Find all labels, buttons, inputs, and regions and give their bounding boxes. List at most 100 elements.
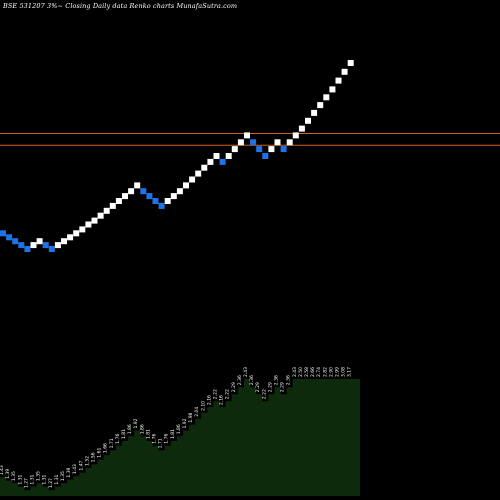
renko-brick-up <box>109 202 116 209</box>
volume-label: 2.29 <box>255 382 261 392</box>
renko-brick-up <box>103 207 110 214</box>
volume-label: 1.35 <box>36 471 42 481</box>
volume-label: 2.36 <box>249 375 255 385</box>
renko-brick-down <box>48 246 55 252</box>
volume-label: 1.98 <box>188 412 194 422</box>
renko-brick-up <box>54 242 61 249</box>
volume-label: 1.86 <box>127 424 133 434</box>
renko-brick-up <box>61 238 67 245</box>
volume-label: 2.16 <box>206 395 212 405</box>
renko-brick-up <box>274 139 281 146</box>
renko-brick-up <box>298 125 305 132</box>
volume-label: 1.86 <box>139 424 145 434</box>
volume-label: 2.22 <box>225 389 231 399</box>
renko-brick-down <box>158 202 165 209</box>
volume-label: 2.29 <box>280 382 286 392</box>
renko-brick-down <box>18 242 25 249</box>
renko-brick-up <box>36 238 43 245</box>
renko-brick-up <box>335 77 342 84</box>
renko-brick-down <box>0 230 6 237</box>
volume-label: 1.66 <box>103 443 109 453</box>
volume-label: 1.61 <box>97 448 103 458</box>
volume-label: 2.04 <box>194 407 200 417</box>
renko-brick-up <box>329 86 336 93</box>
volume-label: 2.36 <box>274 375 280 385</box>
volume-label: 2.36 <box>237 375 243 385</box>
volume-label: 1.81 <box>170 429 176 439</box>
volume-label: 1.35 <box>60 471 66 481</box>
volume-label: 2.50 <box>298 367 304 377</box>
renko-brick-up <box>207 158 214 165</box>
renko-brick-down <box>256 146 263 153</box>
volume-label: 2.43 <box>243 367 249 377</box>
volume-label: 1.76 <box>164 434 170 444</box>
volume-label: 2.90 <box>328 367 334 377</box>
renko-brick-down <box>42 242 49 249</box>
volume-label: 1.71 <box>109 438 115 448</box>
renko-brick-down <box>152 198 159 204</box>
volume-label: 1.39 <box>5 469 11 479</box>
volume-label: 1.92 <box>182 418 188 428</box>
volume-label: 1.81 <box>121 429 127 439</box>
renko-brick-up <box>195 170 202 177</box>
renko-brick-up <box>292 132 299 139</box>
volume-label: 2.36 <box>286 375 292 385</box>
volume-label: 1.31 <box>17 474 23 484</box>
renko-brick-down <box>140 188 147 195</box>
volume-label: 1.39 <box>66 467 72 477</box>
renko-brick-up <box>79 226 86 233</box>
volume-label: 1.27 <box>23 478 29 488</box>
renko-brick-up <box>30 242 37 249</box>
renko-brick-up <box>231 146 238 153</box>
renko-brick-up <box>122 193 128 200</box>
renko-brick-down <box>146 193 153 200</box>
volume-label: 2.29 <box>231 382 237 392</box>
volume-label: 1.76 <box>115 434 121 444</box>
renko-brick-up <box>341 68 348 75</box>
renko-brick-up <box>268 146 275 153</box>
renko-brick-up <box>128 188 135 195</box>
volume-label: 2.74 <box>316 367 322 377</box>
volume-area <box>0 379 360 496</box>
volume-label: 2.22 <box>213 389 219 399</box>
volume-label: 1.47 <box>78 460 84 470</box>
renko-brick-up <box>170 193 177 200</box>
volume-label: 1.81 <box>145 429 151 439</box>
volume-label: 1.35 <box>11 471 17 481</box>
renko-brick-up <box>323 94 330 101</box>
chart-title: BSE 531207 3%~ Closing Daily data Renko … <box>3 2 238 10</box>
volume-label: 2.43 <box>292 367 298 377</box>
volume-label: 1.56 <box>91 452 97 462</box>
volume-label: 2.66 <box>310 367 316 377</box>
renko-brick-up <box>115 198 122 204</box>
volume-label: 2.99 <box>335 367 341 377</box>
volume-label: 1.52 <box>84 456 90 466</box>
volume-label: 2.16 <box>219 395 225 405</box>
volume-label: 1.43 <box>0 465 5 475</box>
volume-label: 1.92 <box>133 418 139 428</box>
volume-label: 2.58 <box>304 367 310 377</box>
volume-label: 1.76 <box>152 434 158 444</box>
volume-label: 3.08 <box>341 367 347 377</box>
renko-brick-up <box>176 188 183 195</box>
volume-label: 1.31 <box>54 474 60 484</box>
volume-label: 2.22 <box>261 389 267 399</box>
renko-brick-up <box>311 109 318 116</box>
renko-brick-up <box>317 102 324 109</box>
renko-brick-up <box>189 176 196 183</box>
renko-brick-up <box>244 132 250 139</box>
renko-brick-down <box>262 153 269 159</box>
volume-label: 1.86 <box>176 424 182 434</box>
renko-brick-up <box>347 60 354 66</box>
renko-brick-up <box>73 230 80 237</box>
renko-brick-up <box>183 182 189 189</box>
renko-brick-up <box>305 117 311 124</box>
volume-label: 1.31 <box>42 474 48 484</box>
volume-label: 1.43 <box>72 464 78 474</box>
renko-brick-up <box>225 153 232 159</box>
renko-brick-down <box>219 158 226 165</box>
renko-brick-up <box>91 217 98 224</box>
renko-brick-up <box>164 198 171 204</box>
renko-brick-down <box>12 238 19 245</box>
